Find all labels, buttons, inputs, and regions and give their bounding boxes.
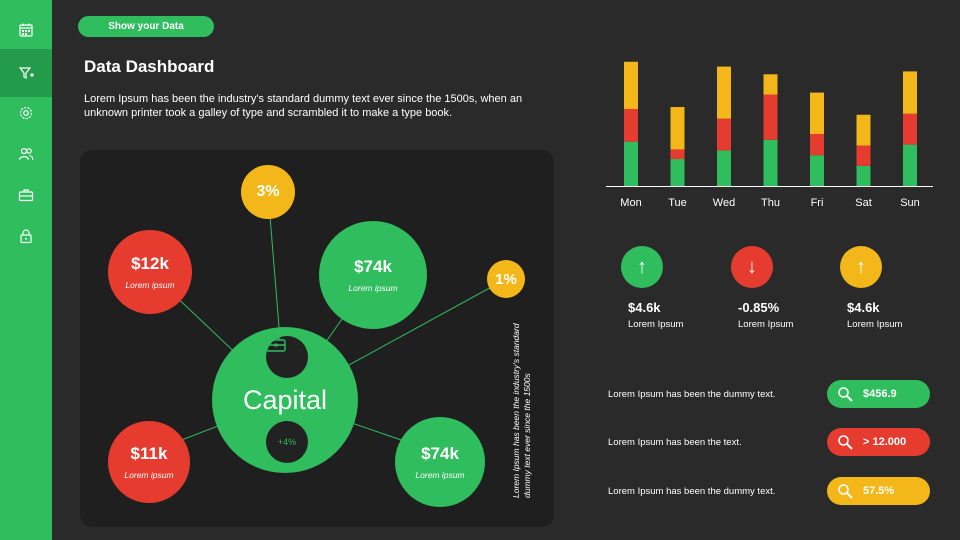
- arrow-down-icon: ↓: [731, 246, 773, 288]
- capital-growth-badge: +4%: [266, 421, 308, 463]
- node-label: Lorem ipsum: [348, 283, 398, 293]
- search-icon: [831, 483, 859, 499]
- sidebar-item-filter[interactable]: [0, 49, 52, 97]
- indicator-label: Lorem Ipsum: [738, 319, 794, 330]
- bar-thu-segment-1: [763, 94, 778, 140]
- bar-fri-segment-2: [810, 92, 824, 134]
- indicator-value: $4.6k: [847, 300, 880, 315]
- bar-mon-segment-2: [624, 61, 638, 109]
- node-value: 3%: [256, 183, 280, 200]
- bar-thu-segment-0: [763, 139, 778, 186]
- node-value: $74k: [421, 444, 459, 463]
- capital-label: Capital: [242, 384, 328, 415]
- gear-icon: [19, 106, 33, 120]
- x-tick-label: Fri: [811, 197, 824, 209]
- row-3-text: Lorem Ipsum has been the dummy text.: [608, 486, 776, 497]
- indicator-value: -0.85%: [738, 300, 780, 315]
- node-74k-top: $74k Lorem ipsum: [319, 221, 427, 329]
- indicator-3: ↑ $4.6k Lorem Ipsum: [840, 246, 940, 330]
- node-11k: $11k Lorem ipsum: [108, 421, 190, 503]
- bar-mon-segment-1: [624, 108, 638, 142]
- weekly-stacked-bar-chart: Mon Tue Wed Thu Fri Sat Sun: [600, 40, 940, 220]
- page-title: Data Dashboard: [84, 57, 215, 76]
- indicator-label: Lorem Ipsum: [847, 319, 903, 330]
- capital-briefcase-badge: [266, 336, 308, 378]
- bar-sun-segment-1: [903, 113, 917, 145]
- bar-sun-segment-2: [903, 71, 917, 114]
- bar-sat-segment-1: [856, 145, 871, 166]
- growth-badge-text: +4%: [277, 437, 297, 447]
- x-tick-label: Wed: [713, 197, 735, 209]
- node-12k: $12k Lorem ipsum: [108, 230, 192, 314]
- x-tick-label: Tue: [668, 197, 687, 209]
- show-data-button[interactable]: Show your Data: [78, 16, 214, 37]
- x-tick-label: Thu: [761, 197, 780, 209]
- indicator-value: $4.6k: [628, 300, 661, 315]
- sidebar-item-settings[interactable]: [0, 92, 52, 134]
- bar-sat-segment-2: [856, 114, 871, 146]
- bar-sat-segment-0: [856, 165, 871, 186]
- row-value: 57.5%: [863, 485, 895, 497]
- capital-network-card: $12k Lorem ipsum 3% $74k Lorem ipsum 1% …: [80, 150, 554, 527]
- bar-sun-segment-0: [903, 144, 917, 186]
- sidebar-item-users[interactable]: [0, 133, 52, 175]
- sidebar-item-briefcase[interactable]: [0, 174, 52, 216]
- node-label: Lorem ipsum: [125, 280, 175, 290]
- node-value: $74k: [354, 257, 392, 276]
- briefcase-icon: [266, 337, 286, 352]
- search-icon: [831, 434, 859, 450]
- bar-tue-segment-0: [670, 159, 685, 186]
- bar-chart-svg: Mon Tue Wed Thu Fri Sat Sun: [606, 61, 933, 209]
- x-tick-label: Sat: [855, 197, 872, 209]
- sidebar-item-calendar[interactable]: [0, 9, 52, 51]
- page-description: Lorem Ipsum has been the industry's stan…: [84, 93, 523, 119]
- node-74k-bottom: $74k Lorem ipsum: [395, 417, 485, 507]
- node-1-percent: 1%: [487, 260, 525, 298]
- briefcase-icon: [18, 189, 34, 202]
- bar-tue-segment-1: [670, 149, 685, 160]
- node-value: $12k: [131, 254, 169, 273]
- bar-wed-segment-2: [717, 66, 731, 119]
- x-tick-label: Mon: [620, 197, 641, 209]
- sidebar: [0, 0, 52, 540]
- search-icon: [831, 386, 859, 402]
- filter-plus-icon: [18, 67, 34, 79]
- bar-tue-segment-2: [670, 107, 685, 150]
- row-2-value-pill[interactable]: > 12.000: [827, 428, 930, 456]
- indicator-1: ↑ $4.6k Lorem Ipsum: [621, 246, 721, 330]
- node-3-percent: 3%: [241, 165, 295, 219]
- sidebar-item-lock[interactable]: [0, 215, 52, 257]
- bar-fri-segment-1: [810, 134, 824, 156]
- bar-mon-segment-0: [624, 141, 638, 186]
- users-icon: [18, 147, 34, 161]
- row-2-text: Lorem Ipsum has been the text.: [608, 437, 742, 448]
- calendar-icon: [19, 23, 33, 37]
- indicator-label: Lorem Ipsum: [628, 319, 684, 330]
- arrow-up-icon: ↑: [840, 246, 882, 288]
- vertical-caption: Lorem Ipsum has been the industry's stan…: [511, 323, 532, 498]
- indicator-2: ↓ -0.85% Lorem Ipsum: [731, 246, 831, 330]
- row-3-value-pill[interactable]: 57.5%: [827, 477, 930, 505]
- node-label: Lorem ipsum: [124, 470, 174, 480]
- bar-wed-segment-1: [717, 118, 731, 151]
- node-label: Lorem ipsum: [415, 470, 465, 480]
- x-tick-label: Sun: [900, 197, 920, 209]
- node-value: 1%: [495, 270, 517, 288]
- bar-fri-segment-0: [810, 155, 824, 186]
- row-value: > 12.000: [863, 436, 907, 448]
- row-value: $456.9: [863, 388, 897, 400]
- row-1-text: Lorem Ipsum has been the dummy text.: [608, 389, 776, 400]
- node-value: $11k: [130, 444, 168, 463]
- row-1-value-pill[interactable]: $456.9: [827, 380, 930, 408]
- bar-wed-segment-0: [717, 150, 731, 186]
- bar-thu-segment-2: [763, 74, 778, 95]
- lock-icon: [20, 229, 32, 244]
- arrow-up-icon: ↑: [621, 246, 663, 288]
